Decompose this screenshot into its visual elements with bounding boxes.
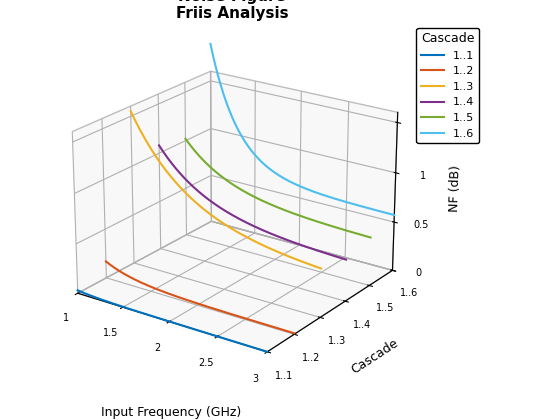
Y-axis label: Cascade: Cascade [349, 336, 401, 376]
Legend: 1..1, 1..2, 1..3, 1..4, 1..5, 1..6: 1..1, 1..2, 1..3, 1..4, 1..5, 1..6 [417, 28, 479, 143]
Text: Input Frequency (GHz): Input Frequency (GHz) [101, 406, 241, 419]
Title: Noise Figure
Friis Analysis: Noise Figure Friis Analysis [176, 0, 289, 21]
